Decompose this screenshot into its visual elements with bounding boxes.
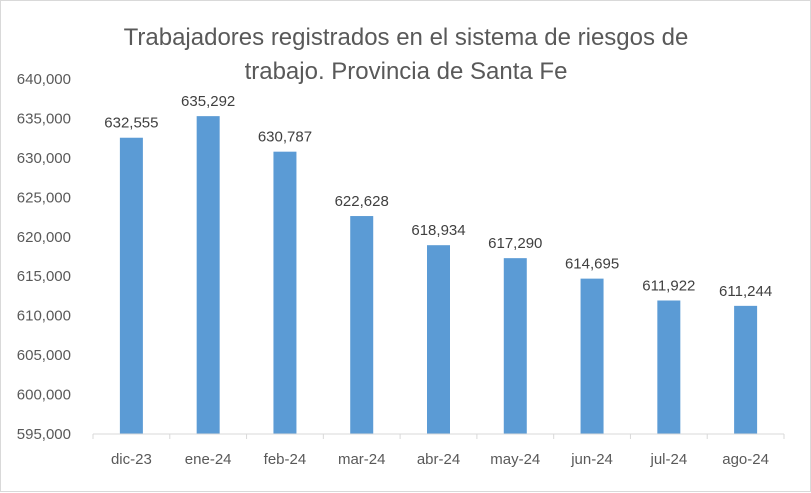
bar-jun-24 (580, 278, 604, 434)
bar-dic-23 (119, 137, 143, 434)
bar-abr-24 (427, 245, 450, 434)
y-tick-label: 625,000 (17, 189, 71, 206)
y-tick-label: 630,000 (17, 150, 71, 167)
data-label: 617,290 (488, 235, 542, 252)
x-tick-label: jul-24 (649, 451, 687, 468)
y-tick-label: 640,000 (17, 71, 71, 88)
y-tick-label: 635,000 (17, 110, 71, 127)
bar-jul-24 (657, 300, 681, 434)
y-tick-label: 600,000 (17, 387, 71, 404)
x-tick-label: mar-24 (338, 451, 386, 468)
chart-title-line-2: trabajo. Provincia de Santa Fe (245, 58, 568, 85)
data-label: 611,922 (642, 278, 695, 295)
chart-title-line-1: Trabajadores registrados en el sistema d… (124, 24, 689, 51)
y-tick-label: 620,000 (17, 229, 71, 246)
data-label: 632,555 (104, 115, 158, 132)
x-tick-label: abr-24 (417, 451, 460, 468)
data-label: 611,244 (719, 283, 772, 300)
y-axis: 595,000 600,000 605,000 610,000 615,000 620,0… (17, 71, 71, 443)
x-tick-label: feb-24 (264, 451, 307, 468)
bar-may-24 (503, 258, 527, 434)
y-tick-label: 605,000 (17, 347, 71, 364)
x-tick-label: jun-24 (570, 451, 613, 468)
x-tick-label: ene-24 (185, 451, 232, 468)
y-tick-label: 595,000 (17, 426, 71, 443)
x-axis: dic-23 ene-24 feb-24 mar-24 abr-24 may-24 jun-… (92, 433, 785, 468)
bar-ago-24 (734, 305, 758, 434)
bar-ene-24 (196, 116, 220, 434)
bar-mar-24 (350, 216, 374, 434)
x-tick-label: dic-23 (111, 451, 152, 468)
data-label: 635,292 (181, 93, 235, 110)
data-label: 622,628 (335, 193, 389, 210)
data-label: 618,934 (411, 222, 465, 239)
bar-feb-24 (273, 151, 297, 434)
y-tick-label: 610,000 (17, 308, 71, 325)
x-tick-label: ago-24 (722, 451, 769, 468)
data-label: 614,695 (565, 256, 619, 273)
y-tick-label: 615,000 (17, 268, 71, 285)
bars: 632,555 635,292 630,787 622,628 618,934 617,2… (104, 93, 772, 434)
data-label: 630,787 (258, 129, 312, 146)
x-tick-label: may-24 (490, 451, 540, 468)
